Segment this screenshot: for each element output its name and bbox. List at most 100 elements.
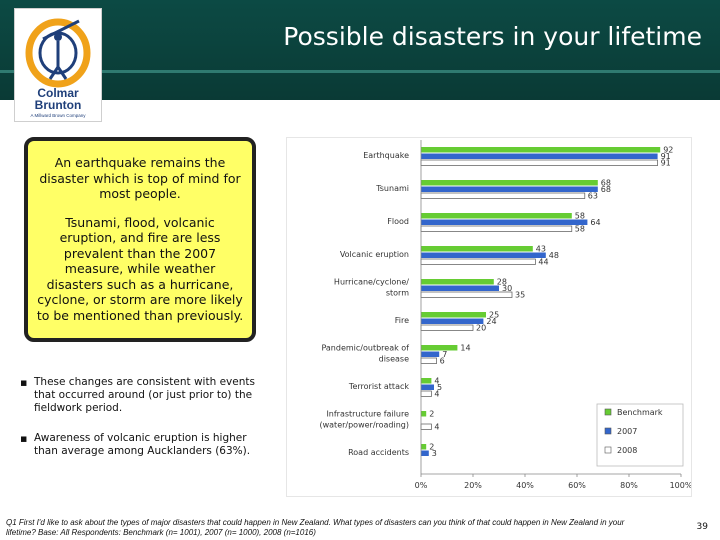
bar-benchmark xyxy=(421,246,533,252)
bar-benchmark xyxy=(421,378,432,384)
bar-2007 xyxy=(421,219,588,225)
bar-benchmark xyxy=(421,279,494,285)
summary-callout: An earthquake remains the disaster which… xyxy=(24,137,256,342)
category-label: Earthquake xyxy=(363,151,409,160)
bar-2007 xyxy=(421,153,658,159)
page-number: 39 xyxy=(696,522,708,532)
logo-tagline: A Millward Brown Company xyxy=(30,113,86,118)
bar-2007 xyxy=(421,351,440,357)
legend-swatch-benchmark xyxy=(604,408,612,416)
bullet-item: These changes are consistent with events… xyxy=(20,376,270,415)
x-tick-label: 20% xyxy=(464,481,482,490)
bullet-item: Awareness of volcanic eruption is higher… xyxy=(20,432,270,458)
category-label: Flood xyxy=(387,217,409,226)
bar-2008 xyxy=(420,225,573,232)
bar-benchmark xyxy=(421,444,427,450)
bar-2008 xyxy=(420,192,586,199)
x-tick-label: 0% xyxy=(415,481,428,490)
bar-2008 xyxy=(420,390,432,397)
data-label: 20 xyxy=(476,324,486,333)
disasters-bar-chart: Earthquake Tsunami Flood Volcanic eruption H… xyxy=(319,140,693,490)
bar-benchmark xyxy=(421,411,427,417)
category-label: Road accidents xyxy=(348,448,409,457)
callout-paragraph-2: Tsunami, flood, volcanic eruption, and f… xyxy=(36,214,244,323)
callout-paragraph-1: An earthquake remains the disaster which… xyxy=(39,155,241,201)
bar-2007 xyxy=(421,285,499,291)
bar-benchmark xyxy=(421,180,598,186)
bar-2008 xyxy=(420,159,658,166)
bar-2007 xyxy=(421,186,598,192)
data-label: 14 xyxy=(460,344,470,353)
data-label: 91 xyxy=(661,159,671,168)
category-label: Fire xyxy=(395,316,409,325)
category-label: Tsunami xyxy=(375,184,409,193)
data-label: 44 xyxy=(538,258,548,267)
data-label: 58 xyxy=(575,225,585,234)
legend-swatch-2008 xyxy=(604,446,612,454)
data-label: 24 xyxy=(486,317,496,326)
bar-benchmark xyxy=(421,213,572,219)
legend-box xyxy=(596,403,684,467)
bar-2008 xyxy=(420,423,432,430)
data-label: 4 xyxy=(434,390,439,399)
data-label: 25 xyxy=(489,311,499,320)
category-label: Terrorist attack xyxy=(348,382,409,391)
data-label: 68 xyxy=(601,185,611,194)
data-label: 48 xyxy=(549,251,559,260)
footnote: Q1 First I'd like to ask about the types… xyxy=(6,518,625,537)
page-title: Possible disasters in your lifetime xyxy=(283,22,702,51)
category-label: Hurricane/cyclone/ xyxy=(334,278,409,287)
logo-text-brunton: Brunton xyxy=(35,98,82,112)
data-label: 63 xyxy=(588,192,598,201)
data-label: 6 xyxy=(440,357,445,366)
data-label: 28 xyxy=(497,278,507,287)
bar-benchmark xyxy=(421,312,486,318)
bar-2007 xyxy=(421,450,429,456)
x-tick-label: 60% xyxy=(568,481,586,490)
bar-2007 xyxy=(421,252,546,258)
legend-label: 2008 xyxy=(617,446,637,455)
data-label: 2 xyxy=(429,410,434,419)
chart-panel: Earthquake Tsunami Flood Volcanic eruption H… xyxy=(286,137,693,497)
data-label: 5 xyxy=(437,383,442,392)
logo-text-colmar: Colmar xyxy=(37,86,79,100)
header-rule xyxy=(0,70,720,73)
data-label: 58 xyxy=(575,212,585,221)
category-label: (water/power/roading) xyxy=(319,421,409,430)
category-label: Pandemic/outbreak of xyxy=(321,344,409,353)
logo-graphic: Colmar Brunton A Millward Brown Company xyxy=(25,18,91,118)
category-label: storm xyxy=(386,289,409,298)
x-tick-label: 40% xyxy=(516,481,534,490)
x-tick-label: 100% xyxy=(670,481,691,490)
legend-swatch-2007 xyxy=(604,427,612,435)
data-label: 91 xyxy=(661,152,671,161)
bar-2008 xyxy=(420,324,474,331)
data-label: 68 xyxy=(601,179,611,188)
data-label: 64 xyxy=(590,218,600,227)
bullet-list: These changes are consistent with events… xyxy=(20,376,270,475)
bar-2008 xyxy=(420,258,536,265)
bar-2007 xyxy=(421,384,434,390)
legend-label: Benchmark xyxy=(617,408,663,417)
category-label: Volcanic eruption xyxy=(340,250,409,259)
header-banner: Possible disasters in your lifetime xyxy=(0,0,720,100)
legend-label: 2007 xyxy=(617,427,637,436)
data-label: 92 xyxy=(663,146,673,155)
data-label: 30 xyxy=(502,284,512,293)
bar-2007 xyxy=(421,318,484,324)
bar-2008 xyxy=(420,357,437,364)
bar-benchmark xyxy=(421,147,661,153)
category-label: Infrastructure failure xyxy=(326,410,409,419)
data-label: 3 xyxy=(432,449,437,458)
data-label: 4 xyxy=(434,423,439,432)
data-label: 7 xyxy=(442,350,447,359)
data-label: 35 xyxy=(515,291,525,300)
bar-benchmark xyxy=(421,345,458,351)
bar-2008 xyxy=(420,291,513,298)
company-logo: Colmar Brunton A Millward Brown Company xyxy=(14,8,102,122)
data-label: 2 xyxy=(429,443,434,452)
data-label: 43 xyxy=(536,245,546,254)
category-label: disease xyxy=(379,355,409,364)
x-tick-label: 80% xyxy=(620,481,638,490)
data-label: 4 xyxy=(434,377,439,386)
